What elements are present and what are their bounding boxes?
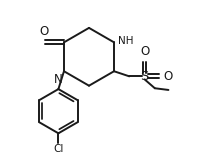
Text: S: S: [140, 70, 149, 83]
Text: N: N: [54, 73, 63, 86]
Text: O: O: [164, 70, 173, 83]
Text: O: O: [39, 25, 48, 38]
Text: O: O: [140, 45, 149, 58]
Text: Cl: Cl: [53, 144, 64, 154]
Text: NH: NH: [118, 36, 133, 46]
